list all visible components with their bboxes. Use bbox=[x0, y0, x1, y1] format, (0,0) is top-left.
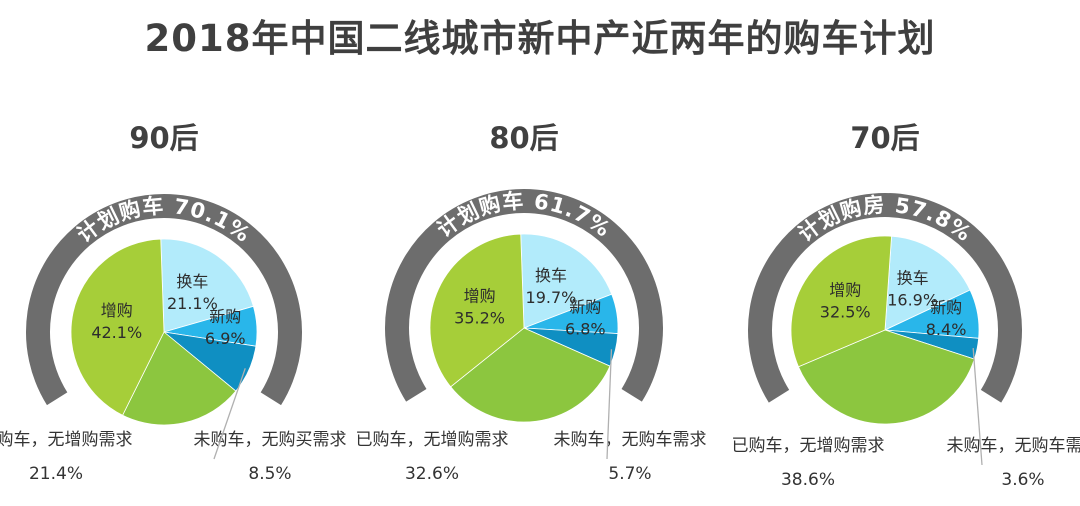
slice-value: 19.7% bbox=[526, 288, 577, 307]
leader-line bbox=[606, 349, 613, 460]
slice-label: 换车 bbox=[535, 266, 567, 285]
outer-label: 已购车，无增购需求 bbox=[0, 430, 133, 450]
plan-arc bbox=[26, 194, 302, 406]
pie-slice bbox=[520, 233, 613, 329]
slice-value: 6.9% bbox=[205, 329, 246, 348]
slice-label: 新购 bbox=[209, 307, 241, 326]
slice-value: 6.8% bbox=[565, 319, 606, 338]
plan-arc bbox=[748, 193, 1022, 403]
slice-value: 21.1% bbox=[167, 294, 218, 313]
pie-slice bbox=[884, 235, 971, 331]
slice-value: 35.2% bbox=[454, 309, 505, 328]
slice-value: 8.4% bbox=[926, 320, 967, 339]
outer-value: 3.6% bbox=[1001, 470, 1044, 490]
outer-label: 未购车，无购买需求 bbox=[194, 430, 347, 450]
pie-slice bbox=[797, 329, 975, 425]
outer-value: 8.5% bbox=[248, 464, 291, 484]
leader-line bbox=[213, 368, 246, 460]
slice-label: 增购 bbox=[829, 281, 861, 300]
slice-label: 新购 bbox=[569, 297, 601, 316]
outer-label: 已购车，无增购需求 bbox=[732, 436, 885, 456]
pie-slice bbox=[429, 233, 525, 388]
pie-slice bbox=[122, 331, 237, 426]
slice-label: 换车 bbox=[176, 272, 208, 291]
plan-arc bbox=[385, 189, 663, 402]
outer-value: 32.6% bbox=[405, 464, 459, 484]
pie-slice bbox=[450, 327, 611, 423]
outer-label: 未购车，无购车需求 bbox=[554, 430, 707, 450]
group-title: 70后 bbox=[850, 121, 919, 155]
leader-line bbox=[972, 347, 983, 466]
outer-value: 5.7% bbox=[608, 464, 651, 484]
slice-value: 42.1% bbox=[91, 323, 142, 342]
slice-value: 16.9% bbox=[887, 291, 938, 310]
slice-label: 换车 bbox=[897, 269, 929, 288]
outer-label: 未购车，无购车需求 bbox=[947, 436, 1080, 456]
pie-slice bbox=[790, 235, 892, 368]
group-title: 80后 bbox=[489, 121, 558, 155]
slice-label: 增购 bbox=[101, 301, 133, 320]
slice-label: 新购 bbox=[930, 298, 962, 317]
slice-value: 32.5% bbox=[820, 303, 871, 322]
outer-label: 已购车，无增购需求 bbox=[356, 430, 509, 450]
outer-value: 38.6% bbox=[781, 470, 835, 490]
outer-value: 21.4% bbox=[29, 464, 83, 484]
pie-slice bbox=[160, 238, 254, 333]
pie-slice bbox=[70, 238, 165, 416]
slice-label: 增购 bbox=[464, 287, 496, 306]
group-title: 90后 bbox=[129, 121, 198, 155]
page-title: 2018年中国二线城市新中产近两年的购车计划 bbox=[144, 17, 936, 60]
